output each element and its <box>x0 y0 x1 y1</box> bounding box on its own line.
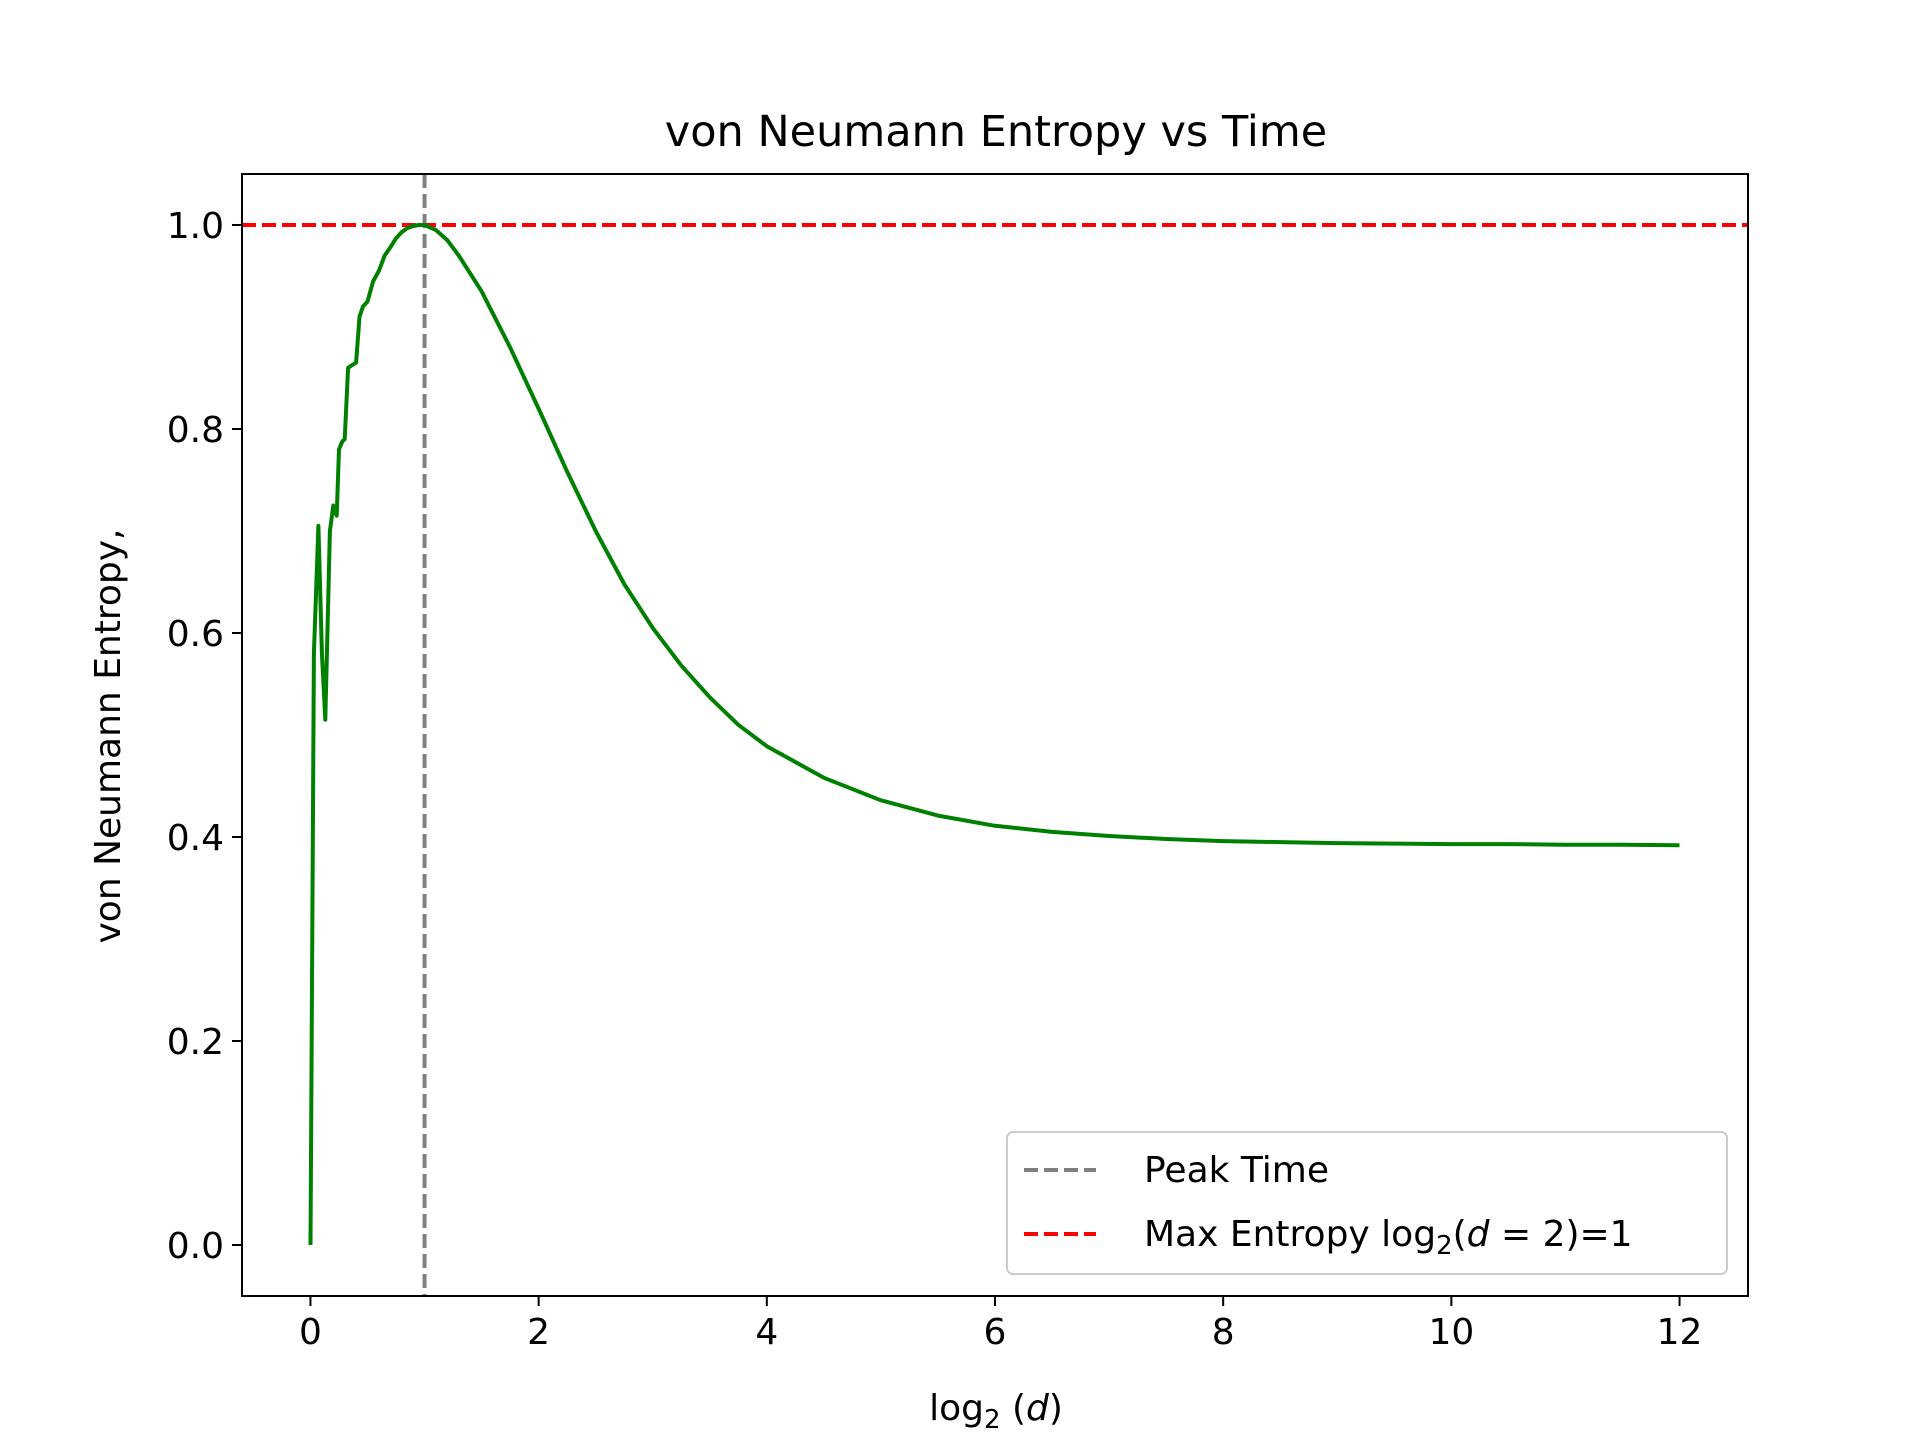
legend: Peak Time Max Entropy log2(d = 2)=1 <box>1006 1131 1728 1275</box>
reference-lines <box>242 174 1748 1296</box>
y-tick-label: 0.8 <box>167 410 224 451</box>
x-axis-label: log2 (d) <box>929 1388 1063 1435</box>
legend-max-entropy-open: ( <box>1453 1214 1467 1255</box>
legend-label-max-entropy: Max Entropy log2(d = 2)=1 <box>1144 1214 1633 1261</box>
entropy-series-line <box>308 223 1680 1246</box>
y-axis-label: von Neumann Entropy, <box>88 528 129 943</box>
x-tick-label: 6 <box>984 1312 1007 1353</box>
legend-max-entropy-prefix: Max Entropy log <box>1144 1214 1436 1255</box>
x-axis-label-close: ) <box>1049 1388 1063 1429</box>
legend-max-entropy-variable: d <box>1467 1214 1491 1255</box>
legend-max-entropy-subscript: 2 <box>1436 1231 1453 1261</box>
x-axis-label-prefix: log <box>929 1388 984 1429</box>
x-axis-ticks: 0 2 4 6 8 10 12 <box>299 1296 1702 1353</box>
y-axis-ticks: 0.0 0.2 0.4 0.6 0.8 1.0 <box>167 206 242 1267</box>
legend-label-peak-time: Peak Time <box>1144 1150 1329 1191</box>
y-tick-label: 1.0 <box>167 206 224 247</box>
y-tick-label: 0.4 <box>167 818 224 859</box>
plot-background <box>242 174 1748 1296</box>
x-tick-label: 2 <box>527 1312 550 1353</box>
data-series <box>308 223 1680 1246</box>
plot-area <box>241 173 1749 1297</box>
x-tick-label: 0 <box>299 1312 322 1353</box>
x-tick-label: 12 <box>1657 1312 1703 1353</box>
x-axis-label-open: ( <box>1001 1388 1027 1429</box>
y-tick-label: 0.6 <box>167 614 224 655</box>
x-axis-label-variable: d <box>1026 1388 1050 1429</box>
y-tick-label: 0.0 <box>167 1226 224 1267</box>
chart-title: von Neumann Entropy vs Time <box>665 107 1327 157</box>
x-tick-label: 10 <box>1428 1312 1474 1353</box>
x-tick-label: 4 <box>755 1312 778 1353</box>
x-axis-label-subscript: 2 <box>984 1405 1001 1435</box>
y-tick-label: 0.2 <box>167 1022 224 1063</box>
legend-max-entropy-rest: = 2)=1 <box>1490 1214 1633 1255</box>
x-tick-label: 8 <box>1212 1312 1235 1353</box>
legend-box <box>1006 1131 1728 1275</box>
